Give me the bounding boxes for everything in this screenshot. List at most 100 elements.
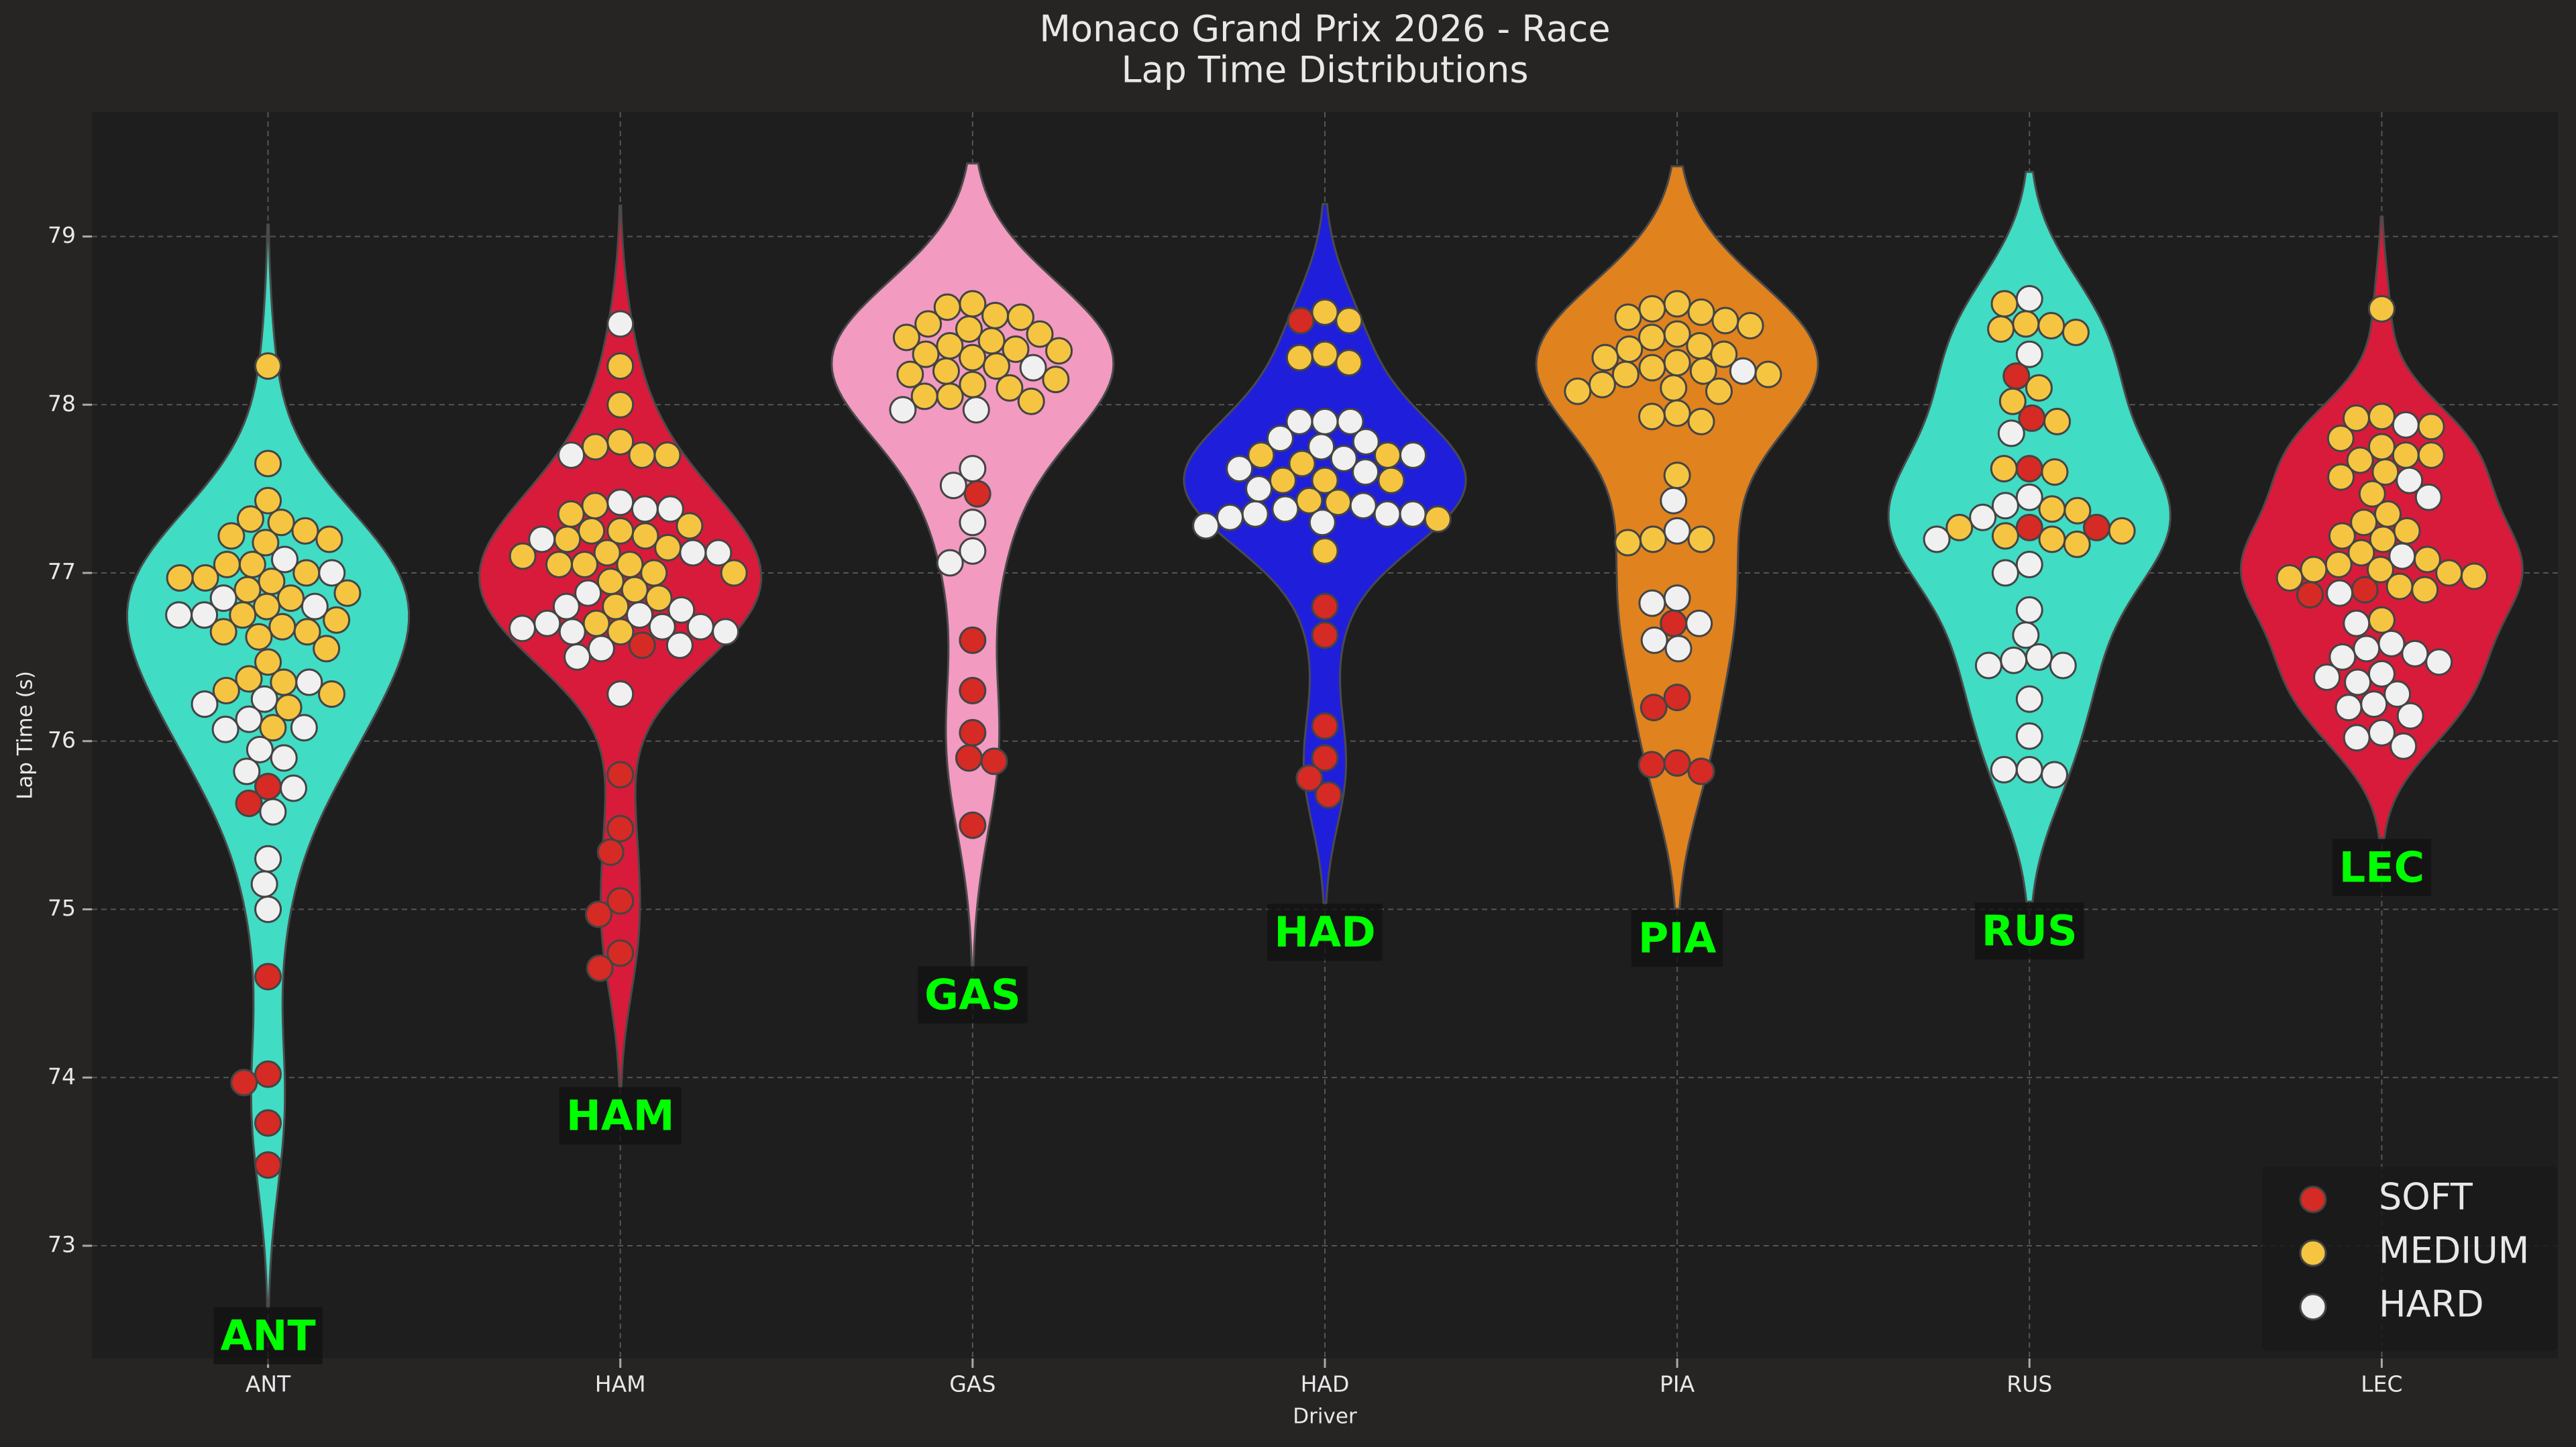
lap-point [270, 545, 299, 574]
lap-point [1352, 458, 1380, 486]
lap-point [1335, 349, 1363, 377]
lap-point [912, 340, 940, 368]
lap-point [2344, 668, 2372, 696]
lap-point [1663, 399, 1691, 427]
lap-point [1639, 525, 1667, 553]
lap-point [1969, 503, 1997, 531]
lap-point [2041, 761, 2069, 789]
lap-point [2063, 530, 2091, 558]
lap-point [1591, 343, 1619, 372]
lap-point [1314, 781, 1342, 809]
lap-point [1295, 486, 1324, 515]
lap-point [1006, 303, 1034, 331]
lap-point [1564, 377, 1592, 405]
lap-point [1311, 621, 1339, 649]
lap-point [1373, 441, 1401, 470]
lap-point [254, 1060, 282, 1088]
lap-point [1640, 626, 1668, 654]
y-tick-label: 73 [48, 1232, 76, 1258]
legend-label: HARD [2379, 1283, 2484, 1326]
lap-point [1611, 360, 1640, 388]
lap-point [2413, 545, 2441, 574]
lap-point [1352, 427, 1380, 455]
x-tick-label: HAD [1301, 1371, 1350, 1397]
legend-swatch [2299, 1239, 2327, 1267]
lap-point [1990, 455, 2018, 483]
lap-point [2043, 407, 2072, 435]
lap-point [191, 690, 219, 718]
lap-point [996, 374, 1024, 402]
driver-label: RUS [1974, 902, 2084, 960]
lap-point [564, 643, 592, 671]
x-tick-label: GAS [949, 1371, 996, 1397]
lap-point [1663, 584, 1691, 612]
lap-point [259, 714, 287, 742]
lap-point [274, 694, 303, 722]
lap-point [1399, 441, 1427, 470]
lap-point [959, 811, 987, 839]
lap-point [1687, 407, 1715, 435]
lap-point [1687, 525, 1715, 553]
lap-point [267, 508, 295, 537]
lap-point [290, 714, 318, 742]
lap-point [1287, 307, 1315, 335]
lap-point [1311, 340, 1339, 368]
lap-point [1285, 407, 1313, 435]
lap-point [1710, 340, 1738, 368]
lap-point [2108, 517, 2136, 545]
lap-point [254, 1151, 282, 1179]
lap-point [557, 500, 585, 528]
driver-label: HAM [559, 1087, 682, 1144]
x-tick-label: RUS [2006, 1371, 2052, 1397]
lap-point [606, 680, 635, 708]
lap-point [2015, 596, 2043, 624]
lap-point [2392, 441, 2420, 470]
lap-point [896, 360, 924, 388]
lap-point [910, 382, 938, 411]
lap-point [631, 522, 659, 550]
driver-label-text: RUS [1982, 906, 2078, 955]
lap-point [1685, 609, 1713, 637]
lap-point [2401, 639, 2429, 667]
lap-point [254, 449, 282, 478]
lap-point [2369, 525, 2397, 553]
x-tick-label: HAM [595, 1371, 646, 1397]
lap-point [1335, 307, 1363, 335]
lap-point [1424, 505, 1452, 533]
lap-point [959, 537, 987, 565]
lap-point [1216, 503, 1244, 531]
lap-point [2377, 629, 2406, 657]
lap-point [1311, 466, 1339, 494]
lap-point [606, 618, 635, 646]
lap-point [586, 954, 614, 982]
driver-label: ANT [213, 1307, 323, 1364]
lap-point [1349, 492, 1377, 520]
lap-point [2417, 413, 2445, 441]
lap-point [2296, 581, 2324, 609]
violin [125, 223, 411, 1308]
lap-point [1754, 360, 1782, 388]
lap-point [1295, 764, 1324, 792]
x-tick-label: LEC [2361, 1371, 2402, 1397]
lap-point [1638, 589, 1666, 617]
lap-point [1019, 354, 1047, 382]
lap-point [268, 612, 297, 641]
lap-point [1399, 500, 1427, 528]
lap-point [209, 618, 237, 646]
lap-point [2049, 651, 2077, 680]
lap-point [1990, 290, 2019, 318]
lap-point [676, 512, 704, 540]
lap-point [2346, 446, 2374, 474]
lap-point [317, 680, 345, 708]
lap-point [1663, 684, 1691, 712]
lap-point [1945, 513, 1974, 541]
lap-point [606, 887, 635, 915]
lap-point [323, 606, 351, 634]
lap-point [1614, 529, 1642, 557]
lap-point [959, 343, 987, 372]
lap-point [1687, 757, 1715, 786]
lap-point [955, 744, 983, 772]
lap-point [959, 508, 987, 537]
lap-point [553, 525, 582, 553]
driver-label-box [1974, 902, 2084, 960]
